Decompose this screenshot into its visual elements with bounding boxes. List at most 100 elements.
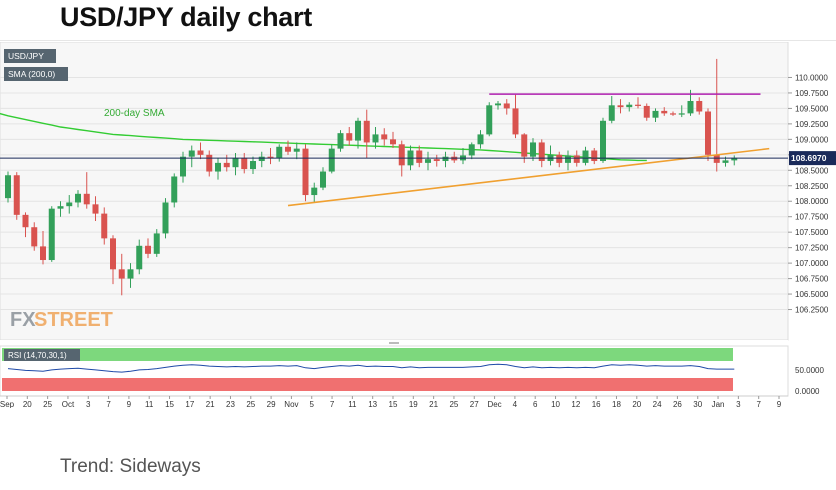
x-tick-label: 13	[368, 400, 377, 408]
rsi-panel: RSI (14,70,30,1) 50.0000 0.0000	[0, 345, 824, 397]
candle	[416, 145, 423, 168]
page-title: USD/JPY daily chart	[60, 2, 312, 32]
candle	[372, 126, 379, 149]
candle-body	[372, 134, 379, 143]
usdjpy-daily-chart: FX STREET 200-day SMA USD/JPY SMA (200,0…	[0, 42, 836, 408]
candle	[285, 140, 291, 155]
candle-body	[127, 269, 134, 279]
candle-body	[241, 157, 248, 170]
candle-body	[678, 113, 685, 115]
candle	[145, 238, 151, 259]
rsi-line	[7, 363, 735, 373]
candle	[293, 142, 300, 160]
candle	[232, 152, 239, 176]
x-tick-label: 3	[736, 400, 741, 408]
candle-body	[346, 133, 353, 141]
candle	[530, 138, 536, 162]
candle	[425, 151, 431, 171]
price-axis: 110.0000 109.7500 109.5000 109.2500 109.0000…	[788, 73, 829, 315]
candle-body	[381, 134, 388, 140]
header-divider	[0, 40, 836, 41]
x-tick-label: Dec	[487, 400, 501, 408]
candle	[197, 142, 204, 160]
watermark-fx: FX	[10, 309, 36, 331]
candle	[83, 172, 90, 209]
candle	[468, 142, 475, 160]
x-tick-label: 7	[756, 400, 761, 408]
rsi-label-bg	[4, 349, 80, 361]
candle	[180, 151, 186, 183]
y-tick-label: 108.0000	[795, 197, 829, 206]
candle-body	[136, 245, 143, 270]
symbol-label-box: USD/JPY	[4, 49, 56, 63]
x-tick-label: 16	[592, 400, 601, 408]
x-tick-label: 9	[127, 400, 132, 408]
current-price-tag: 108.6970	[789, 151, 836, 166]
candle	[381, 128, 388, 146]
price-grid	[0, 76, 788, 311]
candle	[66, 195, 73, 214]
x-tick-label: 11	[348, 400, 357, 408]
candle-body	[40, 246, 46, 261]
symbol-label: USD/JPY	[8, 51, 44, 61]
price-tag-bg	[789, 151, 836, 166]
candle	[215, 157, 221, 180]
candle-body	[635, 104, 641, 106]
x-tick-label: 25	[246, 400, 255, 408]
candle-body	[486, 105, 493, 135]
candle-body	[337, 133, 344, 149]
rsi-path	[7, 363, 735, 373]
candle-body	[521, 134, 528, 157]
candle	[118, 253, 125, 296]
candle	[565, 150, 571, 171]
x-tick-label: 10	[551, 400, 560, 408]
candle	[5, 171, 11, 203]
panel-splitter[interactable]	[0, 340, 788, 346]
y-tick-label: 109.0000	[795, 135, 829, 144]
x-tick-label: 21	[429, 400, 438, 408]
candle	[136, 239, 143, 275]
candle-body	[5, 175, 11, 199]
candle	[48, 206, 55, 262]
x-tick-label: 11	[145, 400, 154, 408]
x-tick-label: 6	[533, 400, 538, 408]
candle	[355, 117, 361, 149]
candle-body	[320, 171, 326, 188]
candle	[390, 131, 396, 149]
candle-body	[75, 193, 81, 203]
candle	[731, 155, 738, 166]
candle	[617, 99, 624, 114]
candle	[626, 102, 633, 112]
candle-body	[425, 159, 431, 163]
x-tick-label: 18	[612, 400, 621, 408]
candle	[705, 108, 711, 162]
x-tick-label: Sep	[0, 400, 15, 408]
candle-body	[22, 214, 29, 228]
candle-body	[495, 103, 501, 106]
candle-body	[267, 156, 274, 158]
x-tick-label: Nov	[284, 400, 298, 408]
y-tick-label: 106.2500	[795, 306, 829, 315]
candle	[127, 263, 134, 288]
candle-body	[57, 206, 64, 209]
candle	[188, 145, 195, 168]
candle-body	[687, 100, 694, 114]
candle	[302, 144, 309, 202]
price-panel: FX STREET 200-day SMA USD/JPY SMA (200,0…	[0, 42, 789, 341]
candle	[661, 107, 668, 116]
candle-body	[626, 104, 633, 108]
candle-body	[355, 120, 361, 141]
x-tick-label: 12	[571, 400, 580, 408]
x-tick-label: 20	[23, 400, 32, 408]
rsi-oversold-band	[2, 378, 733, 391]
y-tick-label: 107.7500	[795, 213, 829, 222]
y-tick-label: 108.2500	[795, 182, 829, 191]
candle-body	[101, 213, 108, 239]
rsi-tick-50: 50.0000	[795, 366, 824, 375]
indicator-label-bg	[4, 67, 68, 81]
x-tick-label: 7	[330, 400, 335, 408]
candle	[433, 154, 440, 167]
candle	[486, 102, 493, 137]
candle-body	[468, 144, 475, 156]
symbol-label-bg	[4, 49, 56, 63]
